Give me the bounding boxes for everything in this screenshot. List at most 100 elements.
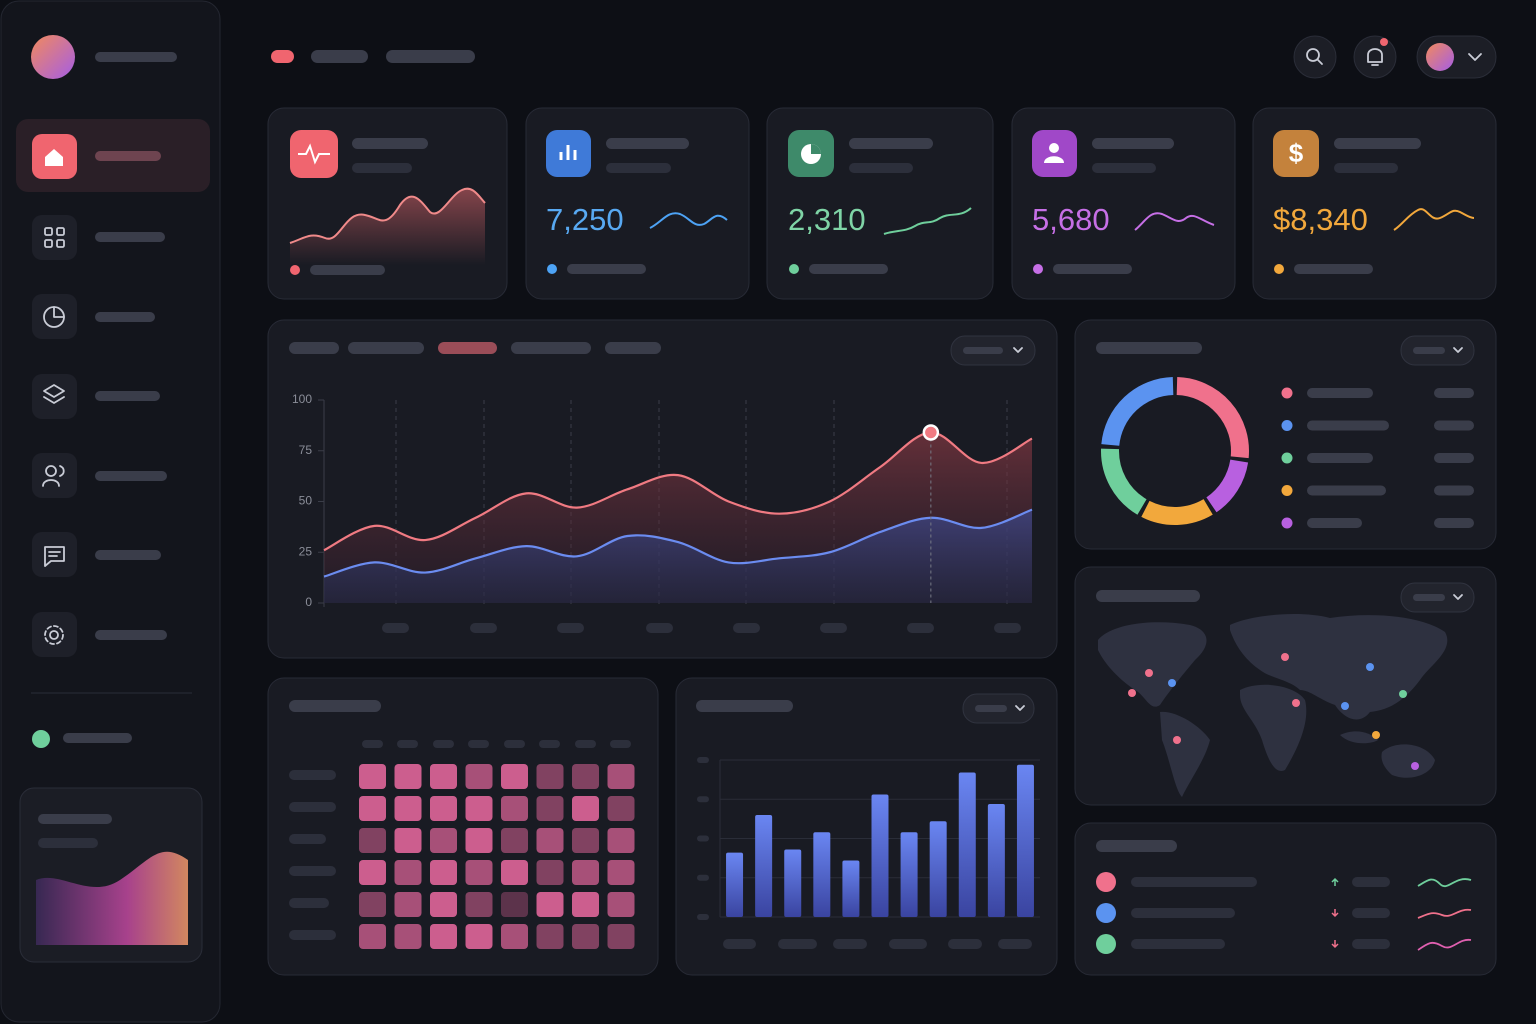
donut-segment [1176,377,1249,459]
placeholder [1434,388,1474,398]
map-markers [1128,653,1419,770]
heatmap-cell [430,860,457,885]
heatmap-cell [572,828,599,853]
y-tick-label: 0 [305,595,312,609]
heatmap-cell [465,860,493,885]
heatmap-cell [501,892,528,917]
y-tick-label: 75 [299,443,313,457]
placeholder [95,52,177,62]
tab-active[interactable] [438,342,497,354]
placeholder [1307,485,1386,496]
donut-segment [1141,498,1213,525]
promo-art [36,851,188,945]
search-button[interactable] [1293,35,1337,79]
heatmap-cell [430,892,457,917]
line-chart: 0 25 50 75 100 [292,392,1033,633]
tab[interactable] [511,342,591,354]
bar [784,849,802,917]
tick-placeholder [697,874,709,881]
heatmap-cell [359,764,386,789]
heatmap-cell [430,796,457,821]
heatmap-cell [430,828,457,853]
y-tick-label: 50 [299,494,313,508]
heatmap-cell [465,924,493,949]
heatmap-cell [465,764,493,789]
heatmap-cell [501,796,528,821]
placeholder [1307,518,1362,528]
heatmap-cell [536,860,564,885]
tick-placeholder [697,835,709,842]
series-line [323,508,1033,578]
heatmap-cell [607,796,635,821]
heatmap-cell [359,892,386,917]
heatmap-cell [536,796,564,821]
bar [755,814,773,917]
series-line [323,431,1033,552]
stat-values: 7,250 2,310 5,680 $8,340 [546,202,1368,237]
y-tick-label: 25 [299,544,313,558]
legend-dot [1281,387,1293,399]
bar [987,803,1005,917]
legend-dot [1281,517,1293,529]
placeholder [1434,518,1474,528]
heatmap-cell [572,892,599,917]
list-card [1074,822,1497,976]
heatmap-cell [607,892,635,917]
heatmap-cell [572,796,599,821]
heatmap-cell [359,860,386,885]
placeholder [1434,485,1474,496]
heatmap-cell [465,892,493,917]
heatmap-cell [501,924,528,949]
heatmap-cell [394,796,422,821]
legend-dot [1281,452,1293,464]
heatmap-cell [501,764,528,789]
heatmap-cell [607,860,635,885]
heatmap-cell [359,924,386,949]
heatmap-cell [572,764,599,789]
tick-placeholder [697,757,709,763]
heatmap-cell [465,828,493,853]
breadcrumb[interactable] [386,50,475,63]
heatmap-cell [430,924,457,949]
donut-segment [1101,377,1174,447]
svg-text:$: $ [1289,138,1304,168]
notification-badge [1380,38,1388,46]
legend-dot [1281,420,1293,431]
heatmap-cell [430,764,457,789]
notifications-button[interactable] [1353,35,1397,79]
breadcrumb-dot [271,50,294,63]
heatmap-cell [607,924,635,949]
nav-icon[interactable] [32,612,77,657]
heatmap-cell [394,828,422,853]
tick-placeholder [697,914,709,920]
nav-icon[interactable] [32,215,77,260]
placeholder [1307,388,1373,398]
nav-icon[interactable] [32,532,77,577]
placeholder [1434,453,1474,463]
heatmap-cell [394,892,422,917]
legend-dot [1281,485,1293,496]
breadcrumb[interactable] [311,50,368,63]
world-map [1098,614,1448,797]
heatmap-cell [501,828,528,853]
highlight-point [922,424,940,441]
stat-value: 2,310 [788,202,866,237]
bar [842,860,860,917]
heatmap-cell [359,828,386,853]
bar-chart [697,757,1040,920]
heatmap-cell [572,924,599,949]
bar [900,832,918,917]
bar [1016,764,1034,917]
bar [929,821,947,917]
donut-segment [1101,448,1147,515]
donut-chart [1101,377,1474,529]
tab[interactable] [605,342,661,354]
heatmap-cell [607,828,635,853]
heatmap-cell [501,860,528,885]
tab[interactable] [348,342,424,354]
tab[interactable] [289,342,339,354]
placeholder [63,733,132,743]
heatmap-cell [536,764,564,789]
donut-segment [1206,459,1249,513]
bar [958,772,976,917]
